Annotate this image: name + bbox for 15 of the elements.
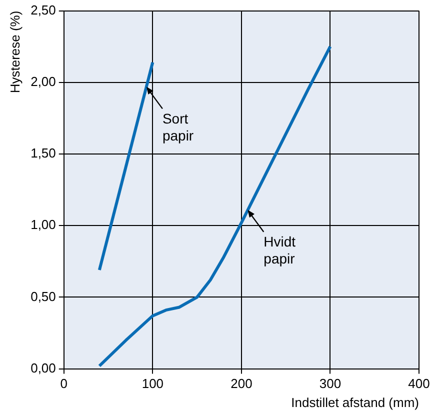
y-axis-title: Hysterese (%) xyxy=(7,10,22,94)
x-axis-title: Indstillet afstand (mm) xyxy=(291,394,419,410)
x-tick-label: 0 xyxy=(60,376,68,392)
y-tick-label: 2,00 xyxy=(30,74,56,89)
y-tick-label: 0,00 xyxy=(30,360,56,376)
y-tick-label: 2,50 xyxy=(30,2,56,18)
annotation: Hvidt papir xyxy=(264,234,296,267)
x-tick-label: 400 xyxy=(408,376,430,392)
x-tick-label: 200 xyxy=(230,376,252,392)
y-tick-label: 0,50 xyxy=(30,288,56,304)
annotation: Sort papir xyxy=(162,110,194,144)
x-tick-label: 100 xyxy=(142,376,164,392)
y-tick-label: 1,00 xyxy=(30,217,56,232)
x-tick-label: 300 xyxy=(319,376,342,392)
y-tick-label: 1,50 xyxy=(30,146,56,161)
